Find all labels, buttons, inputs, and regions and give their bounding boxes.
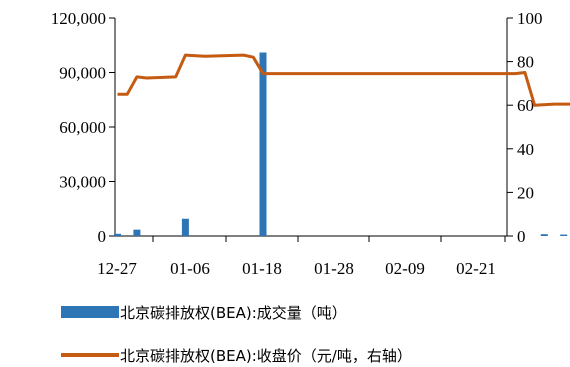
volume-bar xyxy=(560,234,568,236)
x-tick-label: 01-06 xyxy=(170,259,210,278)
volume-bar xyxy=(181,218,189,236)
axes: 0 30,000 60,000 90,000 120,000 0 20 40 60 80 100 12… xyxy=(51,9,543,278)
x-tick-label: 01-28 xyxy=(314,259,354,278)
left-tick-label: 0 xyxy=(98,227,107,246)
right-tick-label: 100 xyxy=(517,9,543,28)
x-tick-label: 02-21 xyxy=(456,259,496,278)
price-series-line xyxy=(117,53,570,107)
volume-bars xyxy=(114,52,568,237)
legend-label-price: 北京碳排放权(BEA):收盘价（元/吨，右轴） xyxy=(120,347,412,365)
volume-bar xyxy=(114,233,121,236)
left-tick-label: 60,000 xyxy=(59,118,106,137)
x-tick-label: 02-09 xyxy=(385,259,425,278)
legend: 北京碳排放权(BEA):成交量（吨） 北京碳排放权(BEA):收盘价（元/吨，右… xyxy=(61,304,412,365)
volume-bar xyxy=(259,52,267,237)
legend-label-volume: 北京碳排放权(BEA):成交量（吨） xyxy=(120,304,347,322)
legend-item-volume: 北京碳排放权(BEA):成交量（吨） xyxy=(61,304,347,322)
x-tick-label: 01-18 xyxy=(242,259,282,278)
left-tick-label: 30,000 xyxy=(59,173,106,192)
left-tick-label: 120,000 xyxy=(51,9,106,28)
right-tick-label: 0 xyxy=(517,227,526,246)
left-tick-label: 90,000 xyxy=(59,64,106,83)
legend-item-price: 北京碳排放权(BEA):收盘价（元/吨，右轴） xyxy=(61,347,412,365)
volume-bar xyxy=(133,229,141,236)
right-tick-label: 20 xyxy=(517,183,534,202)
volume-bar xyxy=(540,234,548,236)
price-line xyxy=(117,53,570,107)
right-tick-label: 40 xyxy=(517,140,534,159)
x-tick-label: 12-27 xyxy=(97,259,137,278)
right-tick-label: 80 xyxy=(517,53,534,72)
right-tick-label: 60 xyxy=(517,96,534,115)
legend-swatch-volume xyxy=(61,306,119,318)
